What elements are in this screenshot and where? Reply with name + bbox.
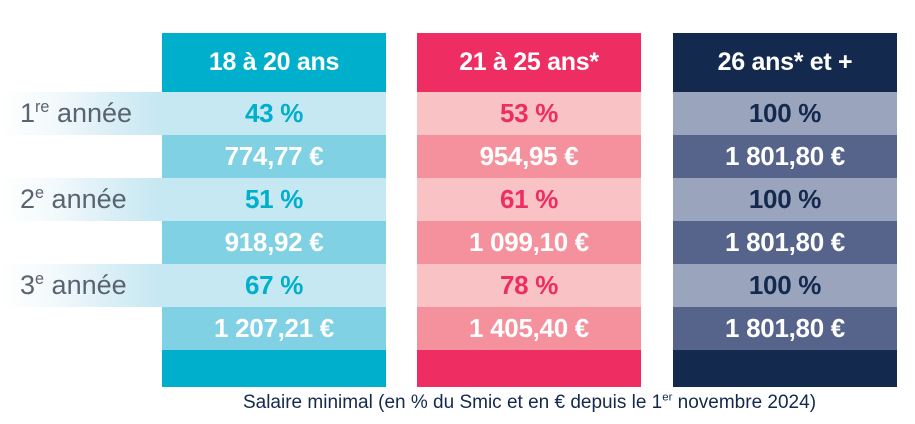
- row-label-text: 2e année: [20, 184, 127, 215]
- row-label-num: 3: [20, 270, 36, 300]
- table-row-year1-euro: 774,77 € 954,95 € 1 801,80 €: [0, 135, 897, 178]
- percent-cell: 51 %: [162, 178, 386, 221]
- header-26-ans-plus: 26 ans* et +: [673, 33, 897, 92]
- salary-table: 18 à 20 ans 21 à 25 ans* 26 ans* et + 1r…: [0, 33, 897, 387]
- ordinal-superscript: e: [35, 184, 45, 202]
- footer-bar-cyan: [162, 350, 386, 387]
- header-21-25-ans: 21 à 25 ans*: [417, 33, 641, 92]
- header-spacer: [0, 33, 162, 92]
- table-row-year3-euro: 1 207,21 € 1 405,40 € 1 801,80 €: [0, 307, 897, 350]
- column-gap: [641, 307, 673, 350]
- table-footer-row: [0, 350, 897, 387]
- row-label-year2: 2e année: [0, 178, 162, 221]
- column-gap: [386, 178, 417, 221]
- percent-cell: 78 %: [417, 264, 641, 307]
- column-gap: [386, 33, 417, 92]
- euro-cell: 1 207,21 €: [162, 307, 386, 350]
- euro-cell: 954,95 €: [417, 135, 641, 178]
- euro-cell: 1 801,80 €: [673, 307, 897, 350]
- column-gap: [641, 264, 673, 307]
- column-gap: [386, 221, 417, 264]
- table-row-year2-euro: 918,92 € 1 099,10 € 1 801,80 €: [0, 221, 897, 264]
- caption-prefix: Salaire minimal (en % du Smic et en € de…: [242, 392, 663, 413]
- percent-cell: 100 %: [673, 264, 897, 307]
- caption-suffix: novembre 2024): [672, 392, 817, 413]
- column-gap: [386, 92, 417, 135]
- ordinal-superscript: e: [35, 270, 45, 288]
- euro-cell: 774,77 €: [162, 135, 386, 178]
- percent-cell: 43 %: [162, 92, 386, 135]
- ordinal-superscript: er: [662, 391, 673, 404]
- percent-cell: 100 %: [673, 92, 897, 135]
- table-row-year1-percent: 1re année 43 % 53 % 100 %: [0, 92, 897, 135]
- euro-cell: 918,92 €: [162, 221, 386, 264]
- table-row-year2-percent: 2e année 51 % 61 % 100 %: [0, 178, 897, 221]
- column-gap: [641, 92, 673, 135]
- column-gap: [386, 307, 417, 350]
- column-gap: [386, 264, 417, 307]
- column-gap: [386, 350, 417, 387]
- row-spacer: [0, 221, 162, 264]
- column-gap: [641, 135, 673, 178]
- euro-cell: 1 099,10 €: [417, 221, 641, 264]
- row-label-text: 1re année: [20, 98, 132, 129]
- column-gap: [386, 135, 417, 178]
- row-label-text: 3e année: [20, 270, 127, 301]
- percent-cell: 100 %: [673, 178, 897, 221]
- euro-cell: 1 405,40 €: [417, 307, 641, 350]
- row-label-year3: 3e année: [0, 264, 162, 307]
- percent-cell: 67 %: [162, 264, 386, 307]
- table-row-year3-percent: 3e année 67 % 78 % 100 %: [0, 264, 897, 307]
- column-gap: [641, 178, 673, 221]
- table-caption: Salaire minimal (en % du Smic et en € de…: [162, 392, 897, 414]
- column-gap: [641, 221, 673, 264]
- column-gap: [641, 33, 673, 92]
- percent-cell: 53 %: [417, 92, 641, 135]
- footer-spacer: [0, 350, 162, 387]
- footer-bar-navy: [673, 350, 897, 387]
- table-header-row: 18 à 20 ans 21 à 25 ans* 26 ans* et +: [0, 33, 897, 92]
- column-gap: [641, 350, 673, 387]
- row-label-num: 1: [20, 98, 36, 128]
- row-label-rest: année: [44, 270, 127, 300]
- footer-bar-pink: [417, 350, 641, 387]
- euro-cell: 1 801,80 €: [673, 135, 897, 178]
- row-spacer: [0, 135, 162, 178]
- percent-cell: 61 %: [417, 178, 641, 221]
- row-label-num: 2: [20, 184, 36, 214]
- ordinal-superscript: re: [35, 98, 50, 116]
- row-label-year1: 1re année: [0, 92, 162, 135]
- row-label-rest: année: [49, 98, 133, 128]
- header-18-20-ans: 18 à 20 ans: [162, 33, 386, 92]
- row-spacer: [0, 307, 162, 350]
- euro-cell: 1 801,80 €: [673, 221, 897, 264]
- row-label-rest: année: [44, 184, 127, 214]
